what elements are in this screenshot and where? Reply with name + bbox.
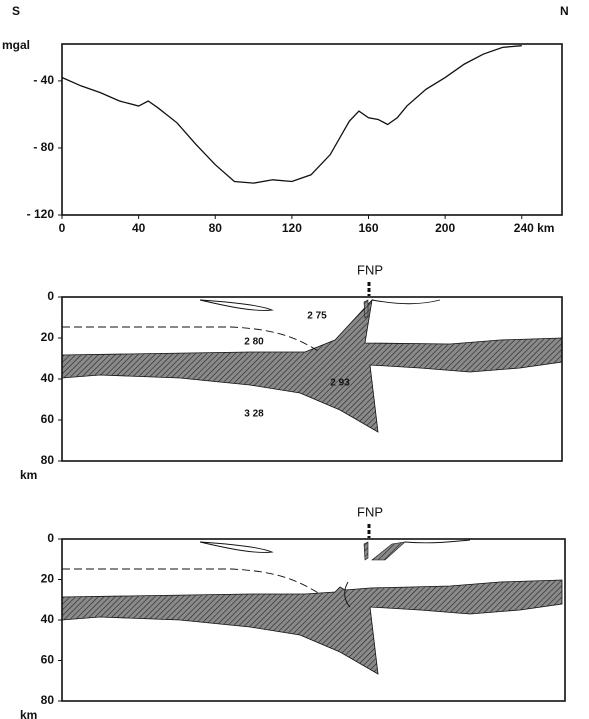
- y-axis-label: km: [20, 708, 37, 719]
- density-label: 2 80: [244, 337, 264, 348]
- y-tick-label: 0: [47, 531, 54, 545]
- density-label: 2 93: [330, 378, 350, 389]
- x-tick-label: 0: [59, 221, 66, 235]
- x-tick-label: 80: [209, 221, 223, 235]
- y-tick-label: 60: [41, 653, 55, 667]
- section-1-body: [61, 298, 563, 433]
- y-tick-label: 80: [41, 693, 55, 707]
- x-tick-label: 160: [358, 221, 378, 235]
- y-axis-label: km: [20, 468, 37, 482]
- fnp-label: FNP: [357, 504, 383, 519]
- y-tick-label: 20: [41, 572, 55, 586]
- right-label: N: [560, 4, 569, 18]
- y-tick-label: 0: [47, 289, 54, 303]
- x-tick-label: 200: [435, 221, 455, 235]
- plot-frame: [61, 43, 563, 216]
- y-tick-label: 80: [41, 453, 55, 467]
- x-tick-label: 40: [132, 221, 146, 235]
- y-tick-label: 20: [41, 330, 55, 344]
- y-axis-label: mgal: [2, 38, 30, 52]
- y-tick-label: 40: [41, 371, 55, 385]
- y-tick-label: - 40: [33, 73, 54, 87]
- density-label: 2 75: [307, 311, 327, 322]
- gravity-line: [61, 45, 522, 184]
- y-tick-label: 40: [41, 612, 55, 626]
- y-tick-label: 60: [41, 412, 55, 426]
- x-tick-label: 240 km: [514, 221, 555, 235]
- section-2-body: [61, 539, 563, 675]
- fnp-label: FNP: [357, 262, 383, 277]
- y-tick-label: - 120: [27, 207, 55, 221]
- density-label: 3 28: [244, 409, 264, 420]
- x-tick-label: 120: [282, 221, 302, 235]
- y-tick-label: - 80: [33, 140, 54, 154]
- left-label: S: [12, 4, 20, 18]
